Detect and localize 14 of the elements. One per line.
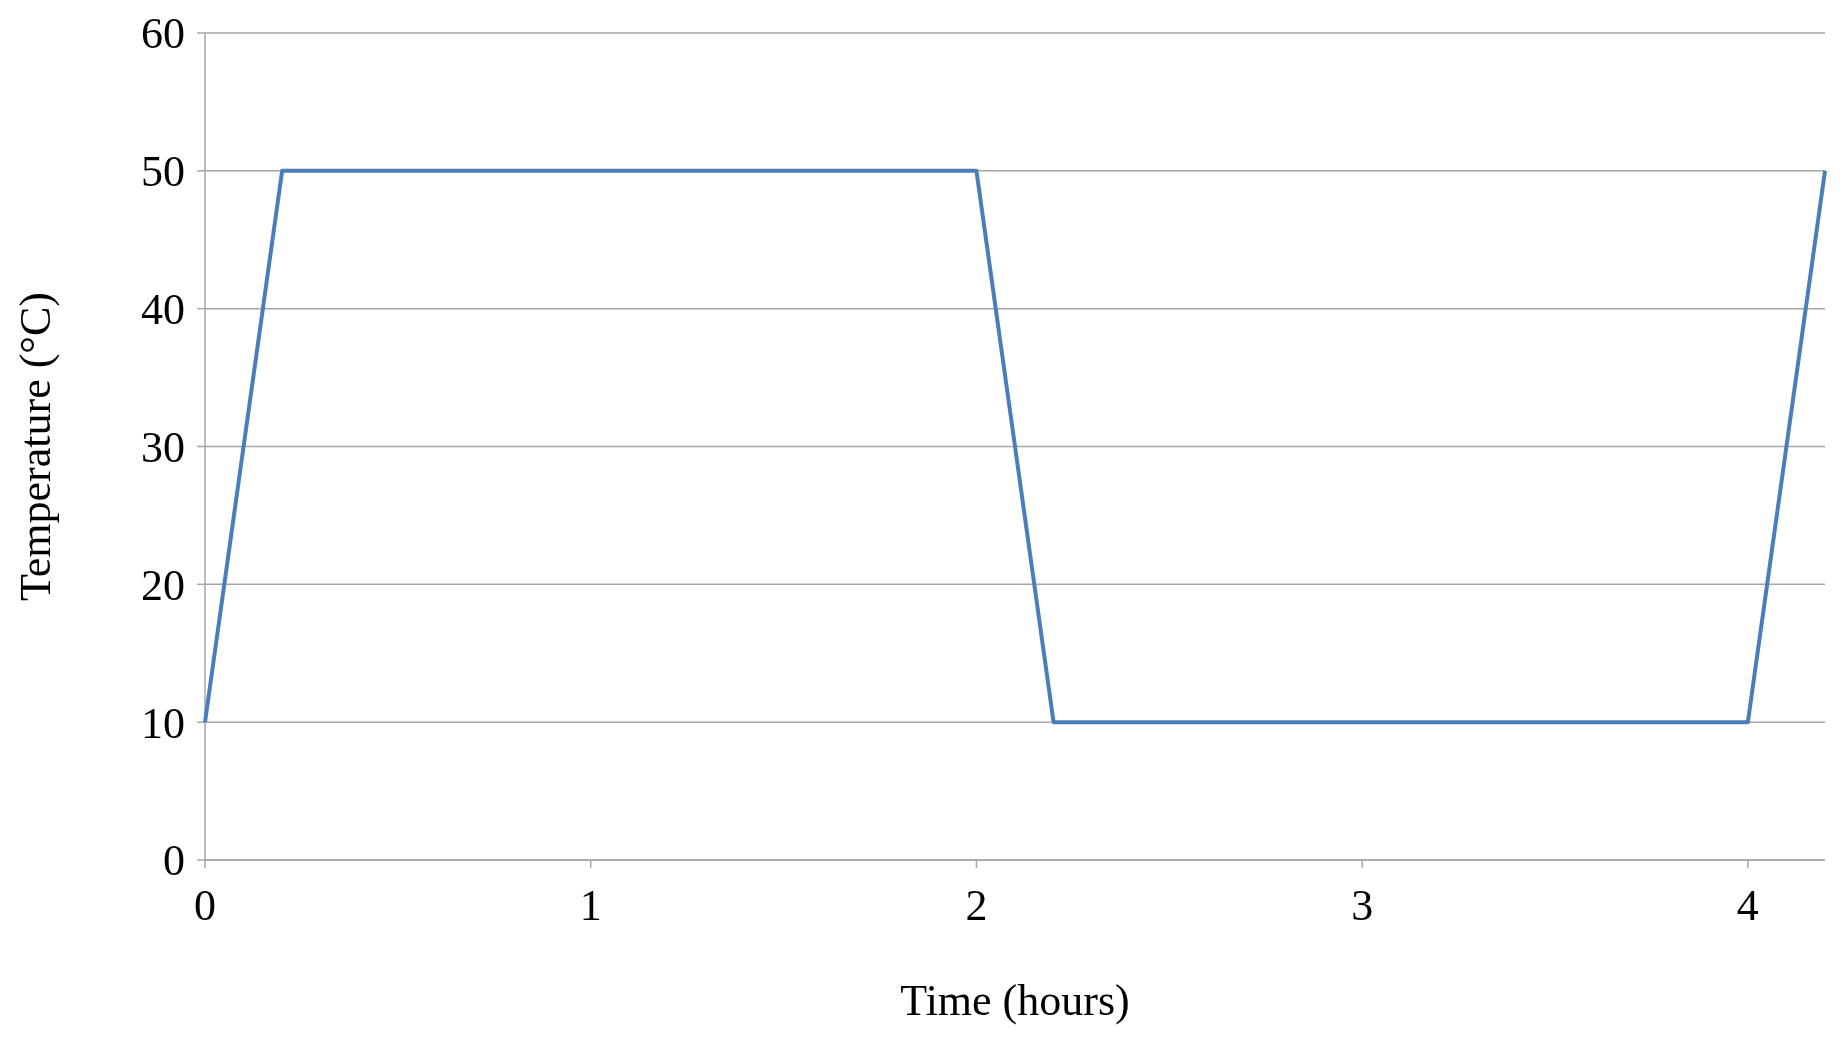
y-tick-label: 40 — [141, 285, 185, 335]
x-tick-label: 4 — [1736, 881, 1759, 930]
x-tick-label: 2 — [965, 881, 988, 930]
y-tick-label: 10 — [141, 698, 185, 748]
y-tick-label: 30 — [141, 422, 185, 472]
y-tick-label: 20 — [141, 560, 185, 610]
x-axis-title: Time (hours) — [900, 976, 1130, 1025]
y-tick-label: 0 — [163, 836, 185, 886]
x-tick-label: 3 — [1351, 881, 1374, 930]
x-tick-label: 1 — [579, 881, 602, 930]
y-tick-label: 60 — [141, 9, 185, 59]
y-axis-title: Temperature (°C) — [11, 292, 60, 601]
x-tick-label: 0 — [194, 881, 216, 930]
y-tick-label: 50 — [141, 147, 185, 197]
